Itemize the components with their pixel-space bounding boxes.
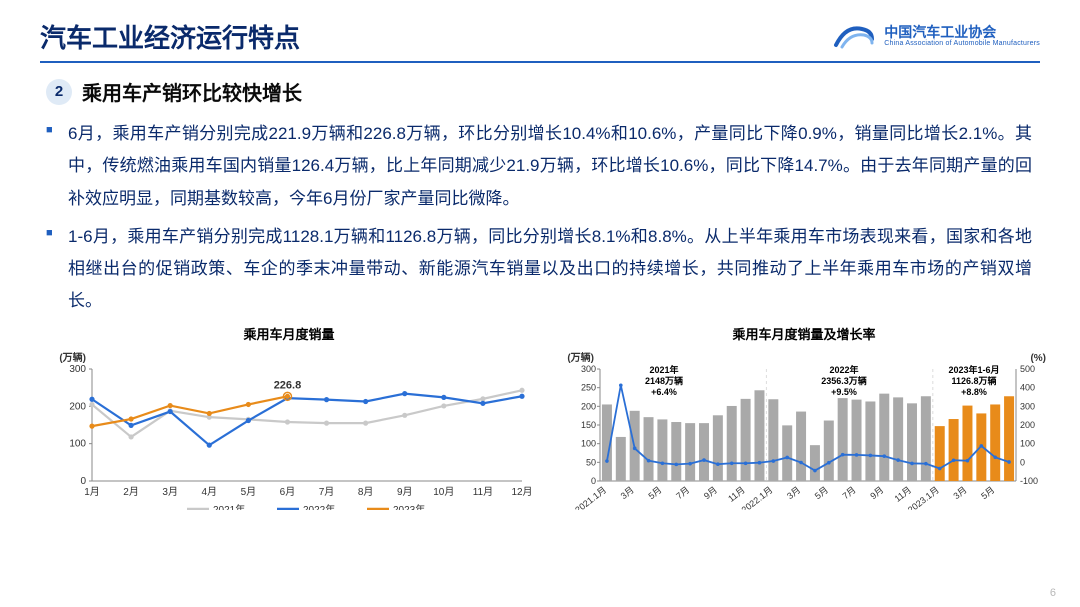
svg-text:300: 300: [581, 364, 596, 374]
svg-text:150: 150: [581, 420, 596, 430]
svg-text:100: 100: [581, 438, 596, 448]
svg-text:5月: 5月: [979, 484, 996, 501]
svg-text:8月: 8月: [358, 486, 374, 498]
section-number-badge: 2: [46, 79, 72, 105]
svg-text:250: 250: [581, 382, 596, 392]
bullet-item: 1-6月，乘用车产销分别完成1128.1万辆和1126.8万辆，同比分别增长8.…: [68, 221, 1032, 318]
svg-text:2021.1月: 2021.1月: [573, 484, 608, 509]
bullet-list: 6月，乘用车产销分别完成221.9万辆和226.8万辆，环比分别增长10.4%和…: [40, 118, 1040, 318]
svg-text:200: 200: [581, 401, 596, 411]
svg-text:226.8: 226.8: [274, 379, 302, 391]
chart-monthly-sales: 乘用车月度销量 (万辆) 0 100 200 300 1月 2月 3月 4月 5月 6月 7月 8月 9月…: [44, 324, 534, 510]
svg-text:2月: 2月: [123, 486, 139, 498]
svg-text:11月: 11月: [893, 484, 914, 503]
bullet-item: 6月，乘用车产销分别完成221.9万辆和226.8万辆，环比分别增长10.4%和…: [68, 118, 1032, 215]
svg-text:100: 100: [1020, 438, 1035, 448]
svg-text:12月: 12月: [511, 486, 532, 498]
svg-text:7月: 7月: [841, 484, 858, 501]
svg-text:3月: 3月: [785, 484, 802, 501]
section-subhead: 2 乘用车产销环比较快增长: [46, 77, 1040, 106]
svg-text:2022年: 2022年: [829, 364, 858, 375]
svg-text:100: 100: [69, 438, 86, 449]
svg-text:300: 300: [69, 364, 86, 375]
svg-text:7月: 7月: [674, 484, 691, 501]
svg-text:11月: 11月: [473, 486, 493, 498]
svg-text:1126.8万辆: 1126.8万辆: [951, 375, 996, 386]
svg-text:3月: 3月: [162, 486, 178, 498]
brand-logo-icon: [832, 23, 876, 51]
svg-text:2021年: 2021年: [213, 503, 245, 510]
svg-text:2148万辆: 2148万辆: [645, 375, 683, 386]
chart1-title: 乘用车月度销量: [44, 324, 534, 343]
svg-text:+9.5%: +9.5%: [831, 387, 857, 397]
brand-name-en: China Association of Automobile Manufact…: [884, 40, 1040, 48]
svg-text:(%): (%): [1030, 353, 1046, 364]
svg-text:2023.1月: 2023.1月: [906, 484, 941, 509]
svg-text:2022年: 2022年: [303, 503, 335, 510]
svg-text:-100: -100: [1020, 476, 1038, 486]
svg-text:1月: 1月: [84, 486, 100, 498]
slide-header: 汽车工业经济运行特点 中国汽车工业协会 China Association of…: [40, 18, 1040, 63]
page-title: 汽车工业经济运行特点: [40, 18, 300, 55]
svg-text:11月: 11月: [726, 484, 747, 503]
svg-text:10月: 10月: [433, 486, 454, 498]
svg-text:+8.8%: +8.8%: [961, 387, 987, 397]
svg-text:2023年: 2023年: [393, 503, 425, 510]
brand-name-cn: 中国汽车工业协会: [884, 25, 1040, 40]
svg-text:5月: 5月: [813, 484, 830, 501]
svg-text:3月: 3月: [951, 484, 968, 501]
svg-text:5月: 5月: [646, 484, 663, 501]
svg-text:2023年1-6月: 2023年1-6月: [948, 364, 999, 375]
svg-text:(万辆): (万辆): [567, 351, 594, 364]
svg-text:9月: 9月: [397, 486, 413, 498]
section-title: 乘用车产销环比较快增长: [82, 77, 302, 106]
svg-text:2021年: 2021年: [649, 364, 678, 375]
svg-text:500: 500: [1020, 364, 1035, 374]
chart2-title: 乘用车月度销量及增长率: [554, 324, 1054, 343]
svg-text:+6.4%: +6.4%: [651, 387, 677, 397]
svg-text:0: 0: [1020, 457, 1025, 467]
svg-text:200: 200: [1020, 420, 1035, 430]
page-number: 6: [1050, 587, 1056, 599]
svg-text:9月: 9月: [702, 484, 719, 501]
svg-text:300: 300: [1020, 401, 1035, 411]
svg-text:2022.1月: 2022.1月: [740, 484, 775, 509]
svg-text:400: 400: [1020, 382, 1035, 392]
svg-text:9月: 9月: [868, 484, 885, 501]
chart-monthly-sales-growth: 乘用车月度销量及增长率 (万辆) (%) 0 50 100 150 200 250 300 -10…: [554, 324, 1054, 510]
svg-text:6月: 6月: [280, 486, 296, 498]
svg-text:2356.3万辆: 2356.3万辆: [821, 375, 867, 386]
svg-text:0: 0: [591, 476, 596, 486]
svg-text:200: 200: [69, 401, 86, 412]
svg-text:5月: 5月: [241, 486, 257, 498]
svg-text:50: 50: [586, 457, 596, 467]
brand: 中国汽车工业协会 China Association of Automobile…: [832, 23, 1040, 51]
svg-text:3月: 3月: [619, 484, 636, 501]
svg-text:4月: 4月: [201, 486, 217, 498]
svg-text:0: 0: [80, 476, 86, 487]
svg-text:(万辆): (万辆): [59, 351, 86, 364]
svg-text:7月: 7月: [319, 486, 335, 498]
